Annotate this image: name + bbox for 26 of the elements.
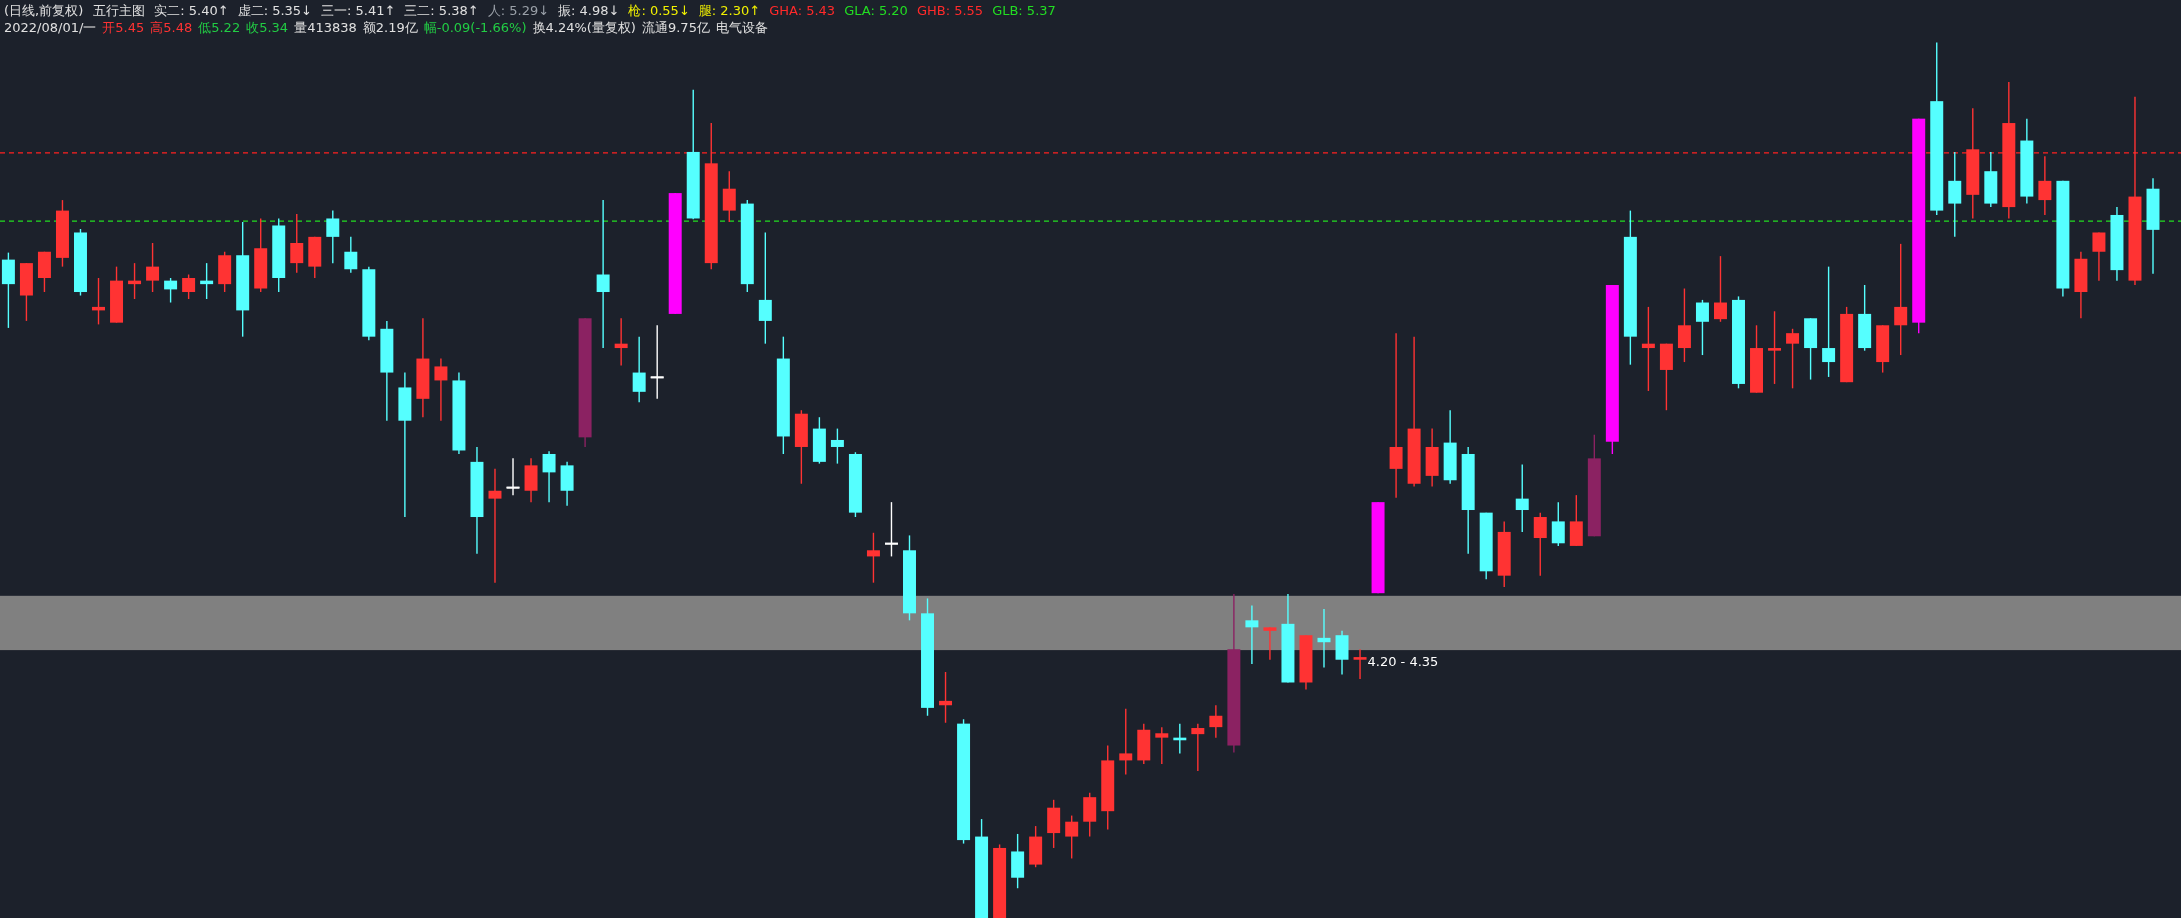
text: 三一: 5.41↑ [321,3,396,18]
text: 量413838 [294,20,357,35]
text: 虚二: 5.35↓ [237,3,312,18]
text: 幅-0.09(-1.66%) [423,20,527,35]
text: 额2.19亿 [362,20,418,35]
text: 高5.48 [150,20,193,35]
text: 三二: 5.38↑ [404,3,479,18]
text: 2022/08/01/一 [4,20,97,35]
text: GHA: 5.43 [769,3,836,18]
text: 收5.34 [246,20,289,35]
text: 低5.22 [198,20,241,35]
text: GHB: 5.55 [916,3,984,18]
text: 换4.24%(量复权) [532,20,636,35]
text: GLA: 5.20 [844,3,908,18]
text: 实二: 5.40↑ [154,3,229,18]
text: 腿: 2.30↑ [698,3,761,18]
text: 电气设备 [715,20,768,35]
band-label: 4.20 - 4.35 [1367,654,1439,670]
text: 枪: 0.55↓ [628,3,690,18]
text: 振: 4.98↓ [558,3,620,18]
title: (日线,前复权) [4,3,84,18]
text: 人: 5.29↓ [487,3,550,18]
text: GLB: 5.37 [992,3,1056,18]
text: 流通9.75亿 [641,20,710,35]
text: 五行主图 [93,3,146,18]
text: 开5.45 [102,20,145,35]
